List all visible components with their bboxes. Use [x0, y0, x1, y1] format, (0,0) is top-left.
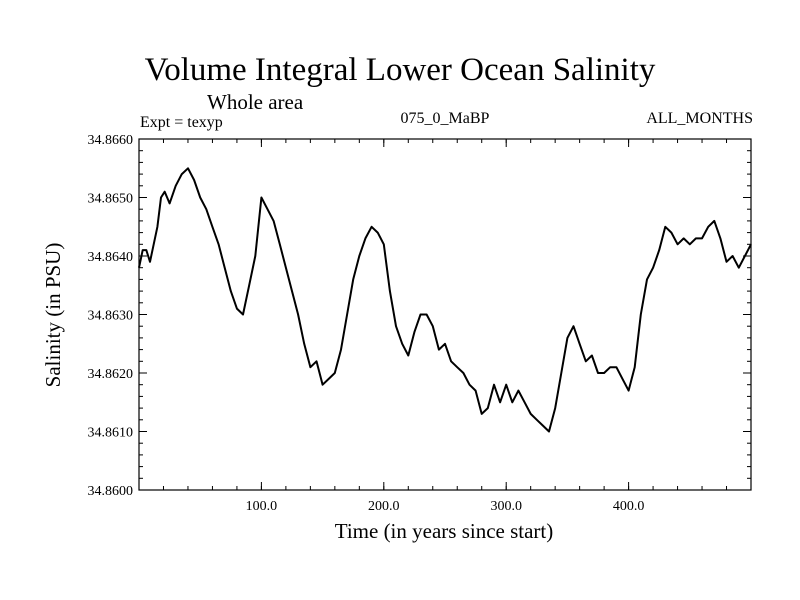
x-tick-label: 400.0	[613, 499, 645, 514]
plot-frame	[138, 138, 752, 491]
chart-title: Volume Integral Lower Ocean Salinity	[144, 52, 656, 88]
axis-ticks	[139, 138, 751, 491]
x-tick-label: 200.0	[368, 499, 400, 514]
x-tick-label: 300.0	[490, 499, 522, 514]
y-tick-label: 34.8640	[88, 250, 134, 265]
y-tick-label: 34.8650	[88, 192, 134, 207]
axis-tick-labels: 34.8600 34.8610 34.8620 34.8630 34.8640 34.86…	[88, 133, 645, 514]
salinity-series-line	[138, 167, 752, 433]
y-tick-label: 34.8620	[88, 367, 134, 382]
chart-subtitle: Whole area	[207, 90, 304, 114]
x-tick-label: 100.0	[246, 499, 278, 514]
y-tick-label: 34.8600	[88, 484, 134, 499]
y-tick-label: 34.8660	[88, 133, 134, 148]
experiment-label: Expt = texyp	[140, 114, 223, 131]
case-label: 075_0_MaBP	[400, 110, 490, 127]
months-label: ALL_MONTHS	[646, 110, 753, 127]
x-axis-label: Time (in years since start)	[335, 519, 554, 543]
y-tick-label: 34.8610	[88, 426, 134, 441]
y-axis-label: Salinity (in PSU)	[41, 243, 65, 388]
y-tick-label: 34.8630	[88, 309, 134, 324]
